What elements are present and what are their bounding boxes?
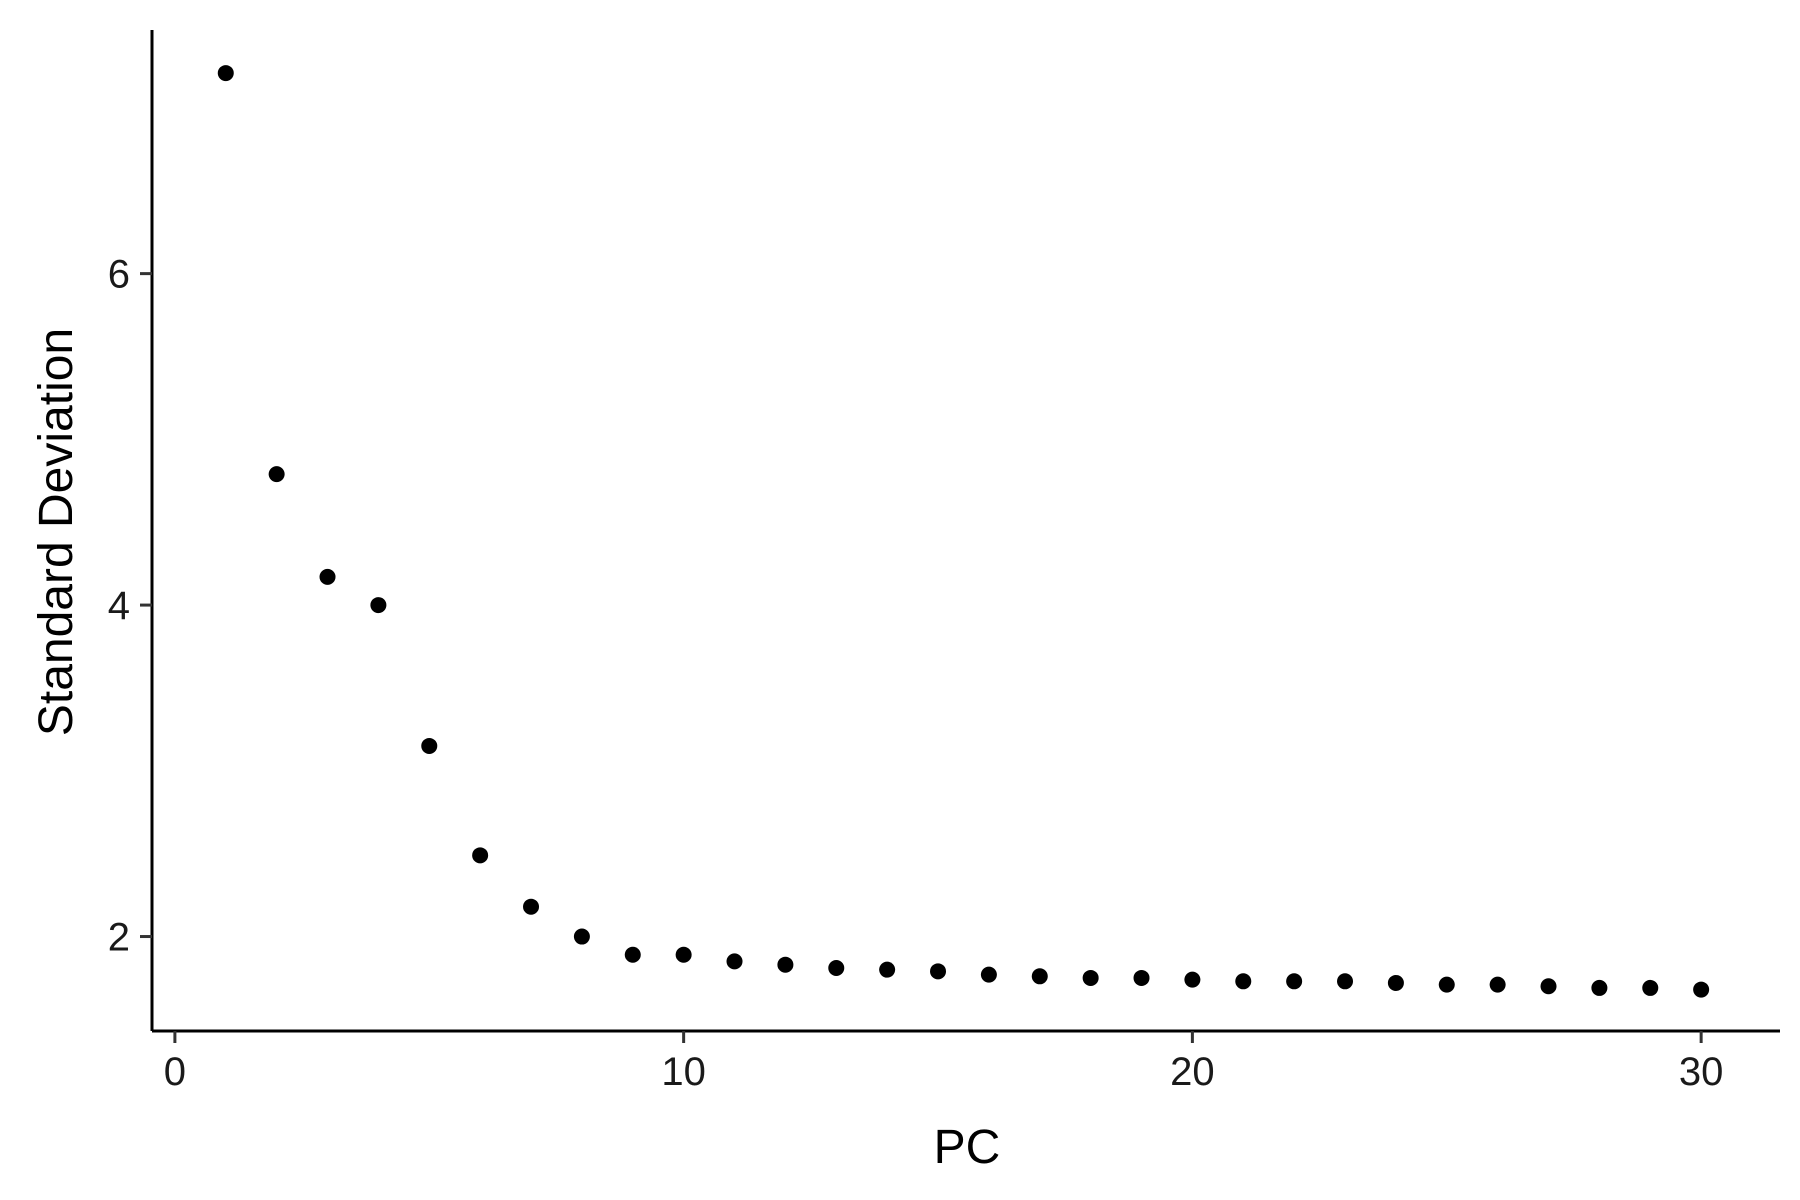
- data-point: [828, 960, 845, 977]
- data-point: [624, 946, 641, 963]
- y-tick-label: 6: [108, 253, 130, 297]
- data-point: [1642, 979, 1659, 996]
- x-tick-label: 20: [1170, 1050, 1215, 1094]
- y-axis: 2 4 6: [108, 30, 154, 1031]
- data-point: [1031, 968, 1048, 985]
- y-tick-label: 4: [108, 584, 130, 628]
- y-axis-title: Standard Deviation: [30, 328, 83, 736]
- x-axis-title: PC: [934, 1121, 1001, 1174]
- x-axis: 0 10 20 30: [152, 1029, 1780, 1094]
- data-point: [1693, 981, 1710, 998]
- data-point: [675, 946, 692, 963]
- data-point: [1133, 969, 1150, 986]
- data-point: [268, 466, 285, 483]
- data-point: [217, 65, 234, 82]
- x-tick-label: 10: [661, 1050, 706, 1094]
- data-point: [879, 961, 896, 978]
- data-point: [1438, 976, 1455, 993]
- data-point: [930, 963, 947, 980]
- data-point: [370, 597, 387, 614]
- x-tick-label: 30: [1679, 1050, 1724, 1094]
- data-point: [523, 898, 540, 915]
- data-point: [1337, 973, 1354, 990]
- data-points: [217, 65, 1710, 998]
- data-point: [777, 956, 794, 973]
- data-point: [980, 966, 997, 983]
- data-point: [726, 953, 743, 970]
- data-point: [1235, 973, 1252, 990]
- data-point: [1387, 974, 1404, 991]
- data-point: [421, 737, 438, 754]
- data-point: [1591, 979, 1608, 996]
- data-point: [1540, 978, 1557, 995]
- data-point: [1489, 976, 1506, 993]
- data-point: [472, 847, 489, 864]
- data-point: [573, 928, 590, 945]
- y-tick-label: 2: [108, 916, 130, 960]
- data-point: [1286, 973, 1303, 990]
- x-tick-label: 0: [164, 1050, 186, 1094]
- data-point: [1184, 971, 1201, 988]
- data-point: [1082, 969, 1099, 986]
- data-point: [319, 568, 336, 585]
